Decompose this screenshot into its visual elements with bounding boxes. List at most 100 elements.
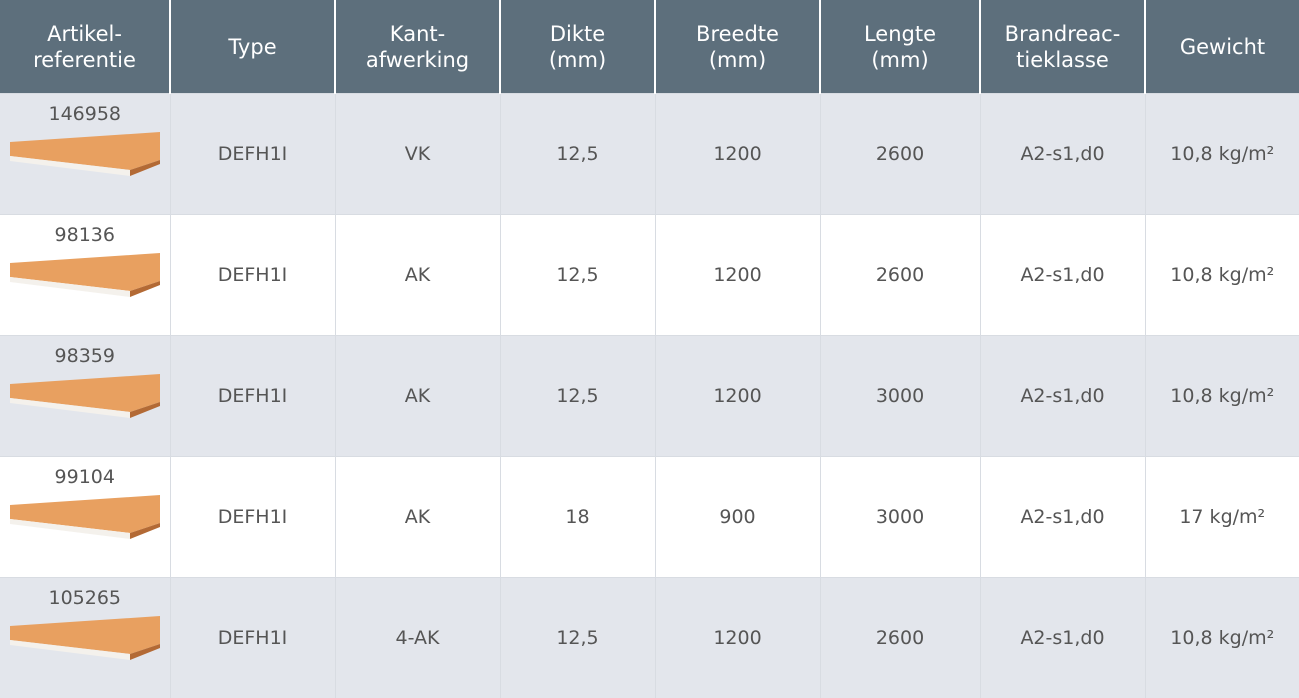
table-cell: A2-s1,d0: [980, 578, 1145, 698]
table-cell: AK: [335, 215, 500, 336]
article-reference: 98136: [0, 223, 170, 247]
header-cell: Brandreac-tieklasse: [980, 0, 1145, 94]
table-cell: VK: [335, 94, 500, 215]
table-cell: DEFH1I: [170, 215, 335, 336]
cell-text: AK: [405, 264, 430, 286]
cell-text: 10,8 kg/m²: [1170, 264, 1274, 286]
board-image: [10, 614, 160, 664]
table-cell: A2-s1,d0: [980, 336, 1145, 457]
table-cell: DEFH1I: [170, 94, 335, 215]
header-cell: Dikte(mm): [500, 0, 655, 94]
table-cell: AK: [335, 457, 500, 578]
header-text: Gewicht: [1146, 34, 1299, 60]
header-cell: Breedte(mm): [655, 0, 820, 94]
table-cell: 3000: [820, 457, 980, 578]
board-image: [10, 251, 160, 301]
cell-text: DEFH1I: [218, 385, 288, 407]
cell-text: 2600: [876, 264, 924, 286]
cell-text: 1200: [713, 143, 761, 165]
table-cell: DEFH1I: [170, 336, 335, 457]
board-face: [10, 374, 160, 412]
article-reference: 98359: [0, 344, 170, 368]
reference-cell: 98359: [0, 336, 170, 457]
table-cell: 2600: [820, 578, 980, 698]
header-cell: Lengte(mm): [820, 0, 980, 94]
table-cell: 1200: [655, 578, 820, 698]
table-cell: A2-s1,d0: [980, 457, 1145, 578]
cell-text: 18: [565, 506, 589, 528]
table-row: 146958 DEFH1I VK 12,5 1200 2600 A2-s1,d0 10,8 k…: [0, 94, 1299, 215]
table-cell: 18: [500, 457, 655, 578]
cell-text: 12,5: [556, 264, 598, 286]
cell-text: DEFH1I: [218, 143, 288, 165]
reference-cell: 146958: [0, 94, 170, 215]
cell-text: VK: [405, 143, 430, 165]
cell-text: DEFH1I: [218, 506, 288, 528]
table-cell: 2600: [820, 215, 980, 336]
article-reference: 99104: [0, 465, 170, 489]
header-text: Lengte: [821, 21, 979, 47]
board-face: [10, 495, 160, 533]
table-cell: 10,8 kg/m²: [1145, 578, 1299, 698]
header-text: Brandreac-: [981, 21, 1144, 47]
cell-text: A2-s1,d0: [1020, 506, 1104, 528]
cell-text: 12,5: [556, 143, 598, 165]
cell-text: A2-s1,d0: [1020, 627, 1104, 649]
header-cell: Kant-afwerking: [335, 0, 500, 94]
cell-text: A2-s1,d0: [1020, 143, 1104, 165]
board-image: [10, 493, 160, 543]
table-cell: 1200: [655, 215, 820, 336]
header-cell: Artikel-referentie: [0, 0, 170, 94]
cell-text: 1200: [713, 627, 761, 649]
table-cell: 12,5: [500, 336, 655, 457]
cell-text: AK: [405, 506, 430, 528]
cell-text: 1200: [713, 264, 761, 286]
reference-cell: 105265: [0, 578, 170, 698]
cell-text: A2-s1,d0: [1020, 264, 1104, 286]
header-text: Breedte: [656, 21, 819, 47]
board-image: [10, 372, 160, 422]
table-cell: 12,5: [500, 94, 655, 215]
cell-text: 12,5: [556, 385, 598, 407]
article-reference: 105265: [0, 586, 170, 610]
table-cell: 900: [655, 457, 820, 578]
cell-text: 2600: [876, 627, 924, 649]
table-cell: 1200: [655, 94, 820, 215]
cell-text: AK: [405, 385, 430, 407]
header-text: afwerking: [336, 47, 499, 73]
header-text: Type: [171, 34, 334, 60]
table-body: 146958 DEFH1I VK 12,5 1200 2600 A2-s1,d0 10,8 k…: [0, 94, 1299, 698]
cell-text: 2600: [876, 143, 924, 165]
cell-text: 10,8 kg/m²: [1170, 627, 1274, 649]
header-text: Kant-: [336, 21, 499, 47]
cell-text: 10,8 kg/m²: [1170, 385, 1274, 407]
board-face: [10, 616, 160, 654]
header-text: Artikel-: [0, 21, 169, 47]
header-cell: Gewicht: [1145, 0, 1299, 94]
table-cell: 10,8 kg/m²: [1145, 94, 1299, 215]
table-cell: 10,8 kg/m²: [1145, 336, 1299, 457]
header-text: Dikte: [501, 21, 654, 47]
table-cell: 10,8 kg/m²: [1145, 215, 1299, 336]
board-face: [10, 253, 160, 291]
cell-text: A2-s1,d0: [1020, 385, 1104, 407]
table-cell: 2600: [820, 94, 980, 215]
table-cell: 3000: [820, 336, 980, 457]
board-image: [10, 130, 160, 180]
board-face: [10, 132, 160, 170]
header-text: referentie: [0, 47, 169, 73]
table-cell: 4-AK: [335, 578, 500, 698]
table-cell: A2-s1,d0: [980, 94, 1145, 215]
table-cell: DEFH1I: [170, 578, 335, 698]
header-text: tieklasse: [981, 47, 1144, 73]
table-row: 98136 DEFH1I AK 12,5 1200 2600 A2-s1,d0 10,8 kg…: [0, 215, 1299, 336]
article-reference: 146958: [0, 102, 170, 126]
product-table: Artikel-referentieTypeKant-afwerkingDikt…: [0, 0, 1299, 698]
cell-text: 3000: [876, 506, 924, 528]
table-cell: A2-s1,d0: [980, 215, 1145, 336]
cell-text: DEFH1I: [218, 264, 288, 286]
header-text: (mm): [656, 47, 819, 73]
